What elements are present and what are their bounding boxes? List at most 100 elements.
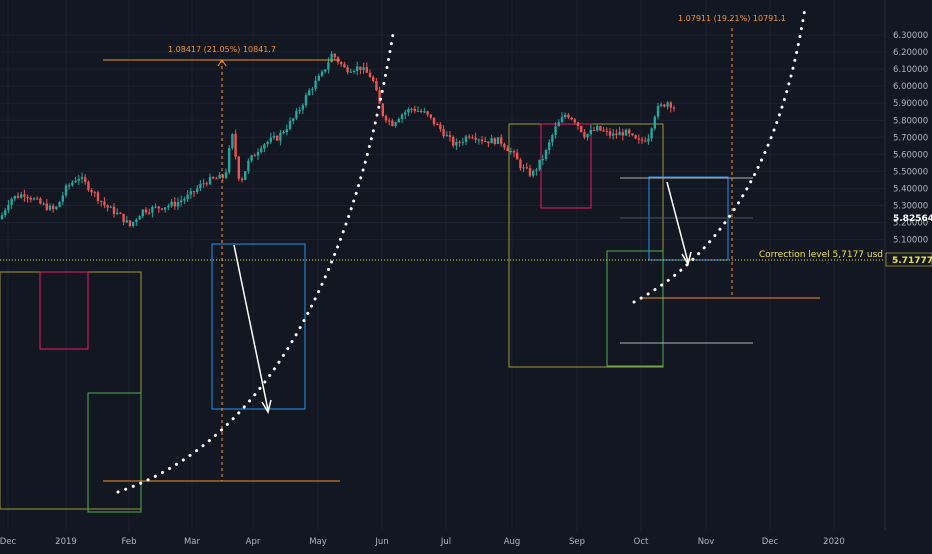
candle-body: [282, 132, 285, 134]
y-tick-label: 5.90000: [893, 99, 928, 109]
candle-body: [618, 132, 621, 136]
candle-body: [583, 131, 586, 138]
candle-body: [208, 177, 212, 185]
candle-body: [580, 125, 583, 132]
candle-body: [253, 155, 256, 157]
blue-box-1: [211, 243, 306, 410]
candle-body: [528, 168, 532, 176]
y-tick-label: 5.60000: [893, 150, 928, 160]
time-axis: Dec 2019 Feb Mar Apr May Jun Jul Aug Sep Oct Nov Dec…: [0, 530, 885, 550]
candle-body: [42, 203, 45, 205]
candle-body: [647, 138, 650, 142]
candle-body: [84, 177, 87, 182]
annotation-lines: [0, 6, 885, 494]
candle-body: [608, 131, 612, 136]
candle-body: [7, 204, 10, 211]
candle-body: [375, 81, 378, 91]
candle-body: [484, 141, 487, 143]
candle-body: [637, 138, 640, 140]
candle-body: [103, 201, 106, 206]
candle-body: [464, 136, 468, 142]
candle-body: [586, 134, 589, 138]
candle-body: [87, 181, 90, 191]
y-tick-label: 5.20000: [893, 219, 928, 229]
candle-body: [237, 156, 240, 179]
candle-body: [356, 66, 359, 71]
candle-body: [0, 215, 4, 220]
candle-body: [420, 110, 423, 112]
correction-level-label: Correction level 5,7177 usd: [759, 250, 883, 260]
candle-body: [362, 67, 365, 71]
candle-body: [644, 140, 647, 142]
green-box-1: [87, 392, 142, 513]
candle-body: [442, 129, 445, 137]
candle-body: [90, 190, 93, 193]
candle-body: [317, 75, 320, 81]
candle-body: [640, 139, 644, 141]
candle-body: [548, 142, 551, 151]
grid: [0, 0, 885, 530]
candle-body: [445, 135, 448, 137]
candle-body: [525, 167, 528, 169]
candle-body: [301, 105, 304, 110]
y-tick-label: 5.70000: [893, 133, 928, 143]
candle-body: [93, 192, 96, 194]
annotation-boxes: [0, 123, 729, 513]
dotted-curve-2: [632, 6, 807, 304]
x-tick-label: 2019: [55, 537, 77, 547]
candle-body: [653, 116, 656, 129]
x-tick-label: Dec: [762, 537, 779, 547]
dotted-curve-1: [116, 26, 396, 494]
candle-body: [346, 67, 349, 73]
x-tick-label: May: [309, 537, 327, 547]
candle-body: [196, 188, 199, 193]
candle-body: [247, 160, 250, 172]
candle-body: [45, 203, 48, 210]
down-arrow-1-head: [261, 399, 272, 414]
candle-body: [138, 216, 141, 220]
candle-body: [311, 88, 314, 91]
candle-body: [656, 105, 660, 117]
candle-body: [576, 122, 580, 126]
candle-body: [343, 64, 346, 68]
candle-body: [557, 122, 560, 127]
y-tick-label: 6.30000: [893, 31, 928, 41]
candle-body: [448, 135, 452, 137]
candle-body: [480, 139, 484, 142]
candle-body: [308, 90, 311, 96]
candle-body: [509, 151, 512, 153]
candle-body: [304, 95, 308, 106]
x-tick-label: Mar: [184, 537, 201, 547]
candle-body: [244, 171, 247, 180]
candle-body: [218, 174, 221, 179]
candle-body: [109, 206, 112, 208]
candle-body: [330, 53, 333, 63]
candle-body: [541, 159, 544, 161]
candle-body: [285, 129, 288, 133]
candle-body: [506, 147, 509, 152]
candle-body: [570, 117, 573, 120]
candle-body: [602, 130, 605, 132]
y-tick-label: 5.30000: [893, 202, 928, 212]
candle-body: [48, 205, 52, 210]
candle-body: [628, 129, 631, 134]
candle-body: [128, 220, 132, 227]
x-tick-label: Aug: [504, 537, 521, 547]
candle-body: [436, 124, 439, 126]
candle-body: [624, 129, 628, 136]
candle-body: [263, 144, 266, 149]
candle-body: [74, 180, 77, 183]
price-axis: 6.30000 6.20000 6.10000 6.00000 5.90000 5.800…: [884, 0, 932, 550]
candle-body: [64, 185, 68, 196]
candle-body: [666, 102, 669, 107]
measure-1-arrowhead: [217, 59, 227, 67]
candle-body: [461, 141, 464, 143]
candle-body: [228, 148, 231, 173]
candle-body: [631, 133, 634, 136]
candle-body: [394, 122, 397, 127]
candle-body: [151, 207, 154, 213]
candle-body: [125, 220, 128, 223]
candle-body: [519, 159, 522, 169]
